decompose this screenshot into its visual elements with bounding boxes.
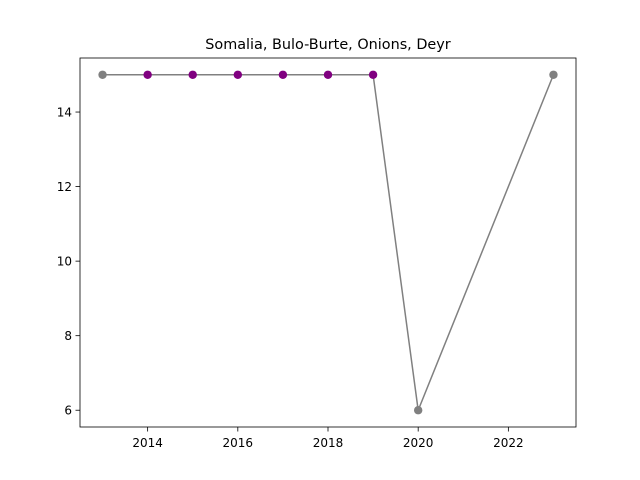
plot-area xyxy=(98,70,558,415)
data-point xyxy=(188,70,197,79)
y-tick-label: 10 xyxy=(57,255,72,269)
y-tick-label: 8 xyxy=(64,329,72,343)
x-tick-label: 2018 xyxy=(313,436,344,450)
data-point xyxy=(368,70,378,79)
data-point xyxy=(549,70,558,79)
data-point xyxy=(413,406,423,415)
chart-title: Somalia, Bulo-Burte, Onions, Deyr xyxy=(205,37,451,53)
x-tick-label: 2014 xyxy=(132,436,163,450)
y-tick-label: 12 xyxy=(57,180,72,194)
data-point xyxy=(323,70,333,79)
data-point xyxy=(278,70,288,79)
x-tick-label: 2020 xyxy=(403,436,434,450)
x-tick-label: 2016 xyxy=(223,436,254,450)
axes: 2014 2016 2018 2020 2022 6 8 10 12 14 xyxy=(57,57,577,450)
series-line xyxy=(102,74,555,411)
data-point xyxy=(98,70,107,79)
axes-frame xyxy=(79,57,577,428)
data-point xyxy=(143,70,152,79)
x-tick-label: 2022 xyxy=(493,436,524,450)
y-tick-label: 6 xyxy=(64,404,72,418)
y-tick-label: 14 xyxy=(57,106,72,120)
data-point xyxy=(233,70,243,79)
